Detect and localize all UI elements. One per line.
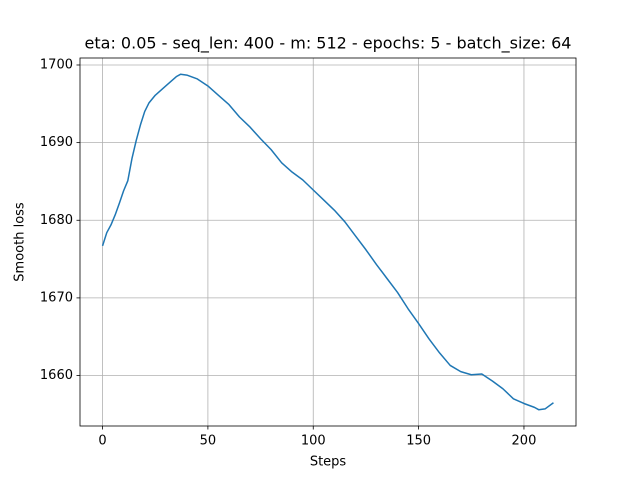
y-tick-label: 1680 — [40, 213, 73, 228]
plot-frame — [79, 57, 577, 427]
x-tick-label: 100 — [301, 434, 326, 449]
line-series — [101, 73, 554, 411]
x-tick-label: 200 — [512, 434, 537, 449]
y-tick-label: 1660 — [40, 368, 73, 383]
x-tick-label: 0 — [98, 434, 106, 449]
y-axis-label: Smooth loss — [13, 202, 28, 282]
x-tick-label: 150 — [406, 434, 431, 449]
y-tick-label: 1690 — [40, 135, 73, 150]
x-tick-label: 50 — [200, 434, 217, 449]
chart-title: eta: 0.05 - seq_len: 400 - m: 512 - epoc… — [85, 34, 572, 54]
x-axis-label: Steps — [310, 455, 347, 470]
y-tick-label: 1700 — [40, 57, 73, 72]
y-tick-label: 1670 — [40, 290, 73, 305]
